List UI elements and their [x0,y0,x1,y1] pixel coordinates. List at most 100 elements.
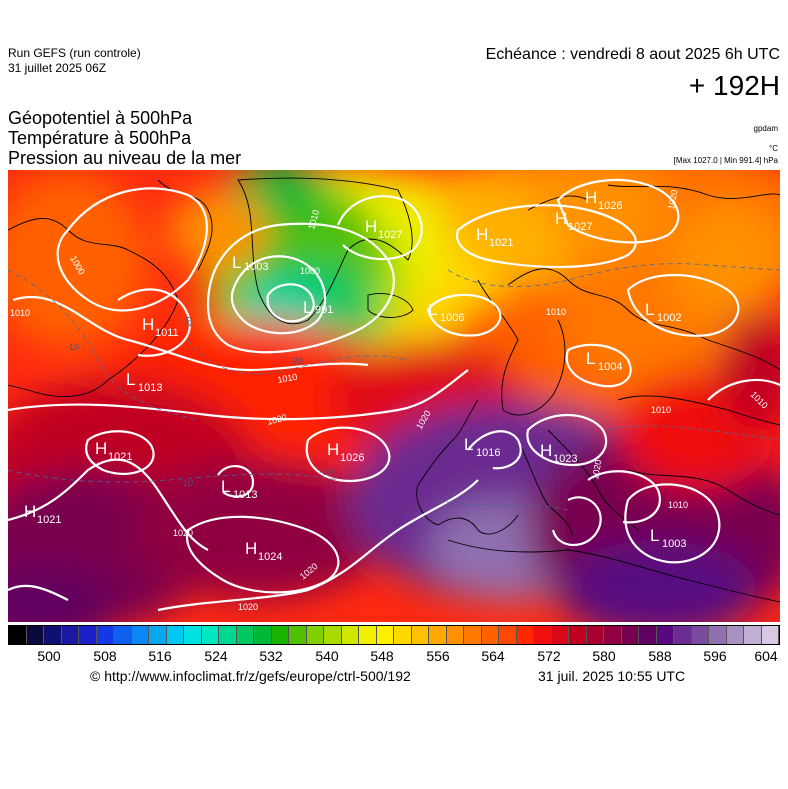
svg-text:H: H [555,209,567,228]
pressure-center: H 1021 [476,225,513,249]
param-geopotential: Géopotentiel à 500hPa [8,108,193,128]
param-temperature: Température à 500hPa [8,128,192,148]
unit-temperature: °C [769,144,778,153]
colorbar-swatch [236,626,254,644]
credit-link[interactable]: © http://www.infoclimat.fr/z/gefs/europe… [90,668,411,684]
colorbar-swatch [744,626,762,644]
colorbar-tick: 540 [315,648,339,664]
isotherm-label: -20 [182,316,194,331]
svg-text:L: L [645,300,654,319]
svg-text:H: H [540,441,552,460]
colorbar-swatch [26,626,44,644]
isotherm-label: -20 [290,356,303,366]
valid-time: Echéance : vendredi 8 aout 2025 6h UTC [485,46,780,63]
svg-text:L: L [464,435,473,454]
isobar-label: 1010 [277,372,298,385]
svg-text:L: L [221,477,230,496]
pressure-center: H 1023 [540,441,577,465]
colorbar-swatch [289,626,307,644]
svg-text:1021: 1021 [489,237,513,249]
colorbar-swatch [499,626,517,644]
pressure-center: L 1003 [232,253,268,273]
colorbar-swatch [481,626,499,644]
colorbar-swatch [44,626,62,644]
colorbar-tick: 532 [259,648,283,664]
isobar-labels: 1000 1010 1010 1000 1010 1020 1020 1020 … [10,189,770,612]
colorbar-swatch [691,626,709,644]
colorbar [8,625,780,645]
pressure-center: L 1004 [586,349,622,373]
svg-text:1016: 1016 [476,447,500,459]
pressure-center: H 1027 [555,209,592,233]
isobar-label: 1020 [238,602,258,612]
run-date: 31 juillet 2025 06Z [8,61,107,75]
colorbar-swatch [96,626,114,644]
svg-text:991: 991 [315,304,333,316]
colorbar-tick: 604 [754,648,778,664]
colorbar-swatch [131,626,149,644]
pressure-center: H 1027 [365,217,402,241]
svg-text:1027: 1027 [568,221,592,233]
colorbar-swatch [429,626,447,644]
svg-text:1023: 1023 [553,453,577,465]
svg-text:1003: 1003 [662,538,686,550]
colorbar-swatch [149,626,167,644]
pressure-center: L 1013 [126,370,162,394]
svg-text:1003: 1003 [244,261,268,273]
colorbar-swatch [341,626,359,644]
colorbar-tick: 516 [148,648,172,664]
coastlines [8,177,780,603]
isobar-label: 1020 [590,459,603,480]
colorbar-tick: 580 [592,648,616,664]
svg-text:1024: 1024 [258,551,282,563]
colorbar-tick: 564 [481,648,505,664]
run-title: Run GEFS (run controle) [8,46,141,60]
svg-text:H: H [476,225,488,244]
pressure-center: L 1016 [464,435,500,459]
colorbar-swatch [306,626,324,644]
isobar-label: 1020 [666,189,679,210]
pressure-center: L 1006 [428,300,464,324]
colorbar-swatch [516,626,534,644]
colorbar-tick: 588 [648,648,672,664]
pressure-center: H 1026 [585,188,622,212]
colorbar-swatch [674,626,692,644]
colorbar-swatch [394,626,412,644]
pressure-center: L 1003 [650,526,686,550]
colorbar-swatch [166,626,184,644]
unit-geopotential: gpdam [753,124,778,133]
svg-text:L: L [428,300,437,319]
svg-text:1026: 1026 [340,452,364,464]
colorbar-tick: 500 [37,648,61,664]
svg-text:1011: 1011 [155,327,179,339]
pressure-center: L 1002 [645,300,681,324]
colorbar-swatch [324,626,342,644]
svg-text:1021: 1021 [108,451,132,463]
colorbar-swatch [726,626,744,644]
colorbar-tick: 524 [204,648,228,664]
isotherm-label: -10 [320,467,333,477]
svg-text:L: L [232,253,241,272]
colorbar-swatch [376,626,394,644]
colorbar-ticks: 500 508 516 524 532 540 548 556 564 572 … [8,648,780,668]
colorbar-swatch [656,626,674,644]
svg-text:1004: 1004 [598,361,622,373]
pressure-center: H 1021 [95,439,132,463]
svg-text:L: L [303,298,312,317]
colorbar-swatch [551,626,569,644]
isobar-label: 1020 [173,528,193,538]
svg-text:H: H [327,440,339,459]
colorbar-swatch [219,626,237,644]
generation-time: 31 juil. 2025 10:55 UTC [538,668,686,684]
svg-text:1013: 1013 [138,382,162,394]
colorbar-swatch [569,626,587,644]
pressure-center: L 1013 [221,477,257,501]
colorbar-tick: 596 [703,648,727,664]
colorbar-swatch [761,626,779,644]
svg-text:L: L [586,349,595,368]
isotherm-label: -10 [180,478,193,488]
colorbar-swatch [61,626,79,644]
svg-text:H: H [585,188,597,207]
svg-text:H: H [365,217,377,236]
isobars [8,178,780,612]
